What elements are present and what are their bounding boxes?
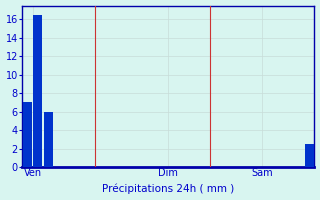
Bar <box>44 112 52 167</box>
Bar <box>33 15 42 167</box>
Bar <box>305 144 314 167</box>
Bar <box>23 102 32 167</box>
X-axis label: Précipitations 24h ( mm ): Précipitations 24h ( mm ) <box>102 184 234 194</box>
